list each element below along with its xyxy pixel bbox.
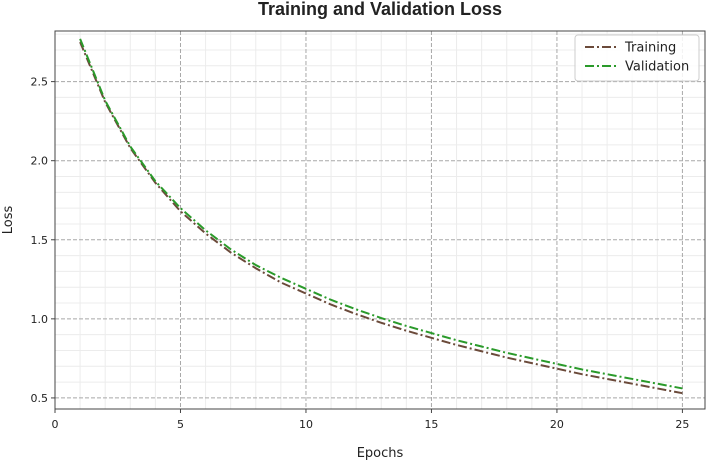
x-tick-label: 15: [424, 418, 438, 431]
y-tick-label: 0.5: [31, 392, 49, 405]
x-tick-label: 20: [550, 418, 564, 431]
chart-title: Training and Validation Loss: [258, 0, 502, 19]
y-tick-label: 2.5: [31, 76, 49, 89]
series-line-validation: [79, 38, 683, 390]
major-grid: [54, 31, 705, 409]
y-axis-ticks: 0.5 1.0 1.5 2.0 2.5: [31, 76, 55, 405]
x-tick-label: 0: [52, 418, 59, 431]
legend: Training Validation: [574, 34, 700, 82]
series-line-training: [79, 41, 683, 395]
x-tick-label: 5: [177, 418, 184, 431]
x-axis-label: Epochs: [357, 446, 404, 461]
plot-frame: [54, 30, 706, 410]
y-axis-label: Loss: [1, 206, 16, 235]
x-axis-ticks: 0 5 10 15 20 25: [52, 409, 689, 431]
x-tick-label: 10: [299, 418, 313, 431]
series-layer: [79, 38, 683, 395]
plot-area: [55, 31, 705, 409]
legend-label-training: Training: [624, 41, 676, 56]
legend-label-validation: Validation: [625, 60, 689, 75]
minor-grid: [55, 31, 705, 409]
y-tick-label: 1.5: [31, 234, 49, 247]
y-tick-label: 1.0: [31, 313, 49, 326]
y-tick-label: 2.0: [31, 155, 49, 168]
x-tick-label: 25: [675, 418, 689, 431]
